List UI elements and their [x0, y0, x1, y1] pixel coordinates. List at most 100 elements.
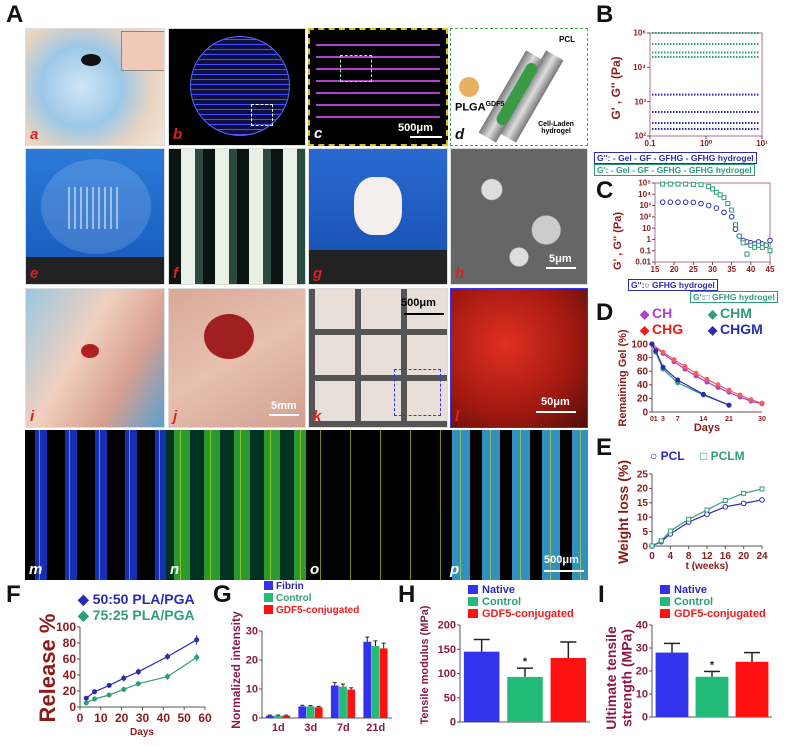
y-tick-label: 0 — [252, 713, 258, 725]
image-red-fluorescence: 50μm l — [450, 288, 588, 428]
data-point-gpp — [698, 200, 704, 207]
image-label: n — [170, 561, 180, 578]
data-point-CHGM — [660, 364, 666, 370]
legend-label: Control — [674, 596, 713, 608]
bar-Control — [306, 706, 315, 718]
image-grid-detail: 500μm c — [308, 28, 448, 146]
data-point-gp — [713, 189, 719, 195]
x-tick-label: 20 — [670, 265, 679, 274]
data-point-gpp — [675, 199, 681, 205]
image-knee-illustration: a — [25, 28, 165, 146]
image-fluorescence-blue: m — [25, 430, 166, 580]
image-label: f — [173, 265, 178, 282]
data-point-CHG — [660, 349, 666, 355]
data-point-CHG — [693, 370, 699, 376]
image-fluorescence-merge: 500μm p — [446, 430, 588, 580]
data-point-gp — [667, 181, 673, 187]
data-point-gpp — [667, 199, 674, 205]
image-fluorescence-green: n — [166, 430, 306, 580]
y-axis-label: G' , G'' (Pa) — [609, 56, 623, 119]
legend-label: Fibrin — [276, 581, 304, 592]
y-axis-label: Weight loss (%) — [615, 460, 631, 564]
x-tick-label: 0 — [650, 416, 654, 423]
data-point-gpp — [682, 199, 689, 205]
scale-bar-label: 500μm — [401, 297, 436, 309]
x-tick-label: 50 — [177, 711, 191, 725]
x-tick-label: 0 — [649, 551, 655, 562]
legend-swatch — [660, 597, 670, 606]
y-tick-label: 20 — [637, 484, 649, 495]
y-tick-label: 20 — [636, 666, 648, 678]
legend-label: CHM — [720, 305, 752, 321]
x-axis-label: Days — [694, 422, 720, 434]
data-point-CHG — [737, 392, 743, 398]
scale-bar-label: 5μm — [549, 253, 572, 265]
data-point-gp — [740, 240, 746, 246]
bar-Control — [695, 676, 729, 717]
data-point-PCLM — [722, 497, 728, 503]
data-point-PCLM — [741, 490, 747, 496]
x-tick-label: 21d — [366, 722, 385, 734]
image-label: k — [313, 408, 322, 425]
bar-Control — [507, 676, 543, 722]
x-tick-label: 40 — [746, 265, 755, 274]
data-point-gp — [744, 251, 750, 257]
panel-letter-h: H — [398, 581, 416, 608]
data-point-CHGM — [649, 341, 655, 347]
y-tick-label: 20 — [637, 394, 649, 405]
x-tick-label: 30 — [708, 265, 717, 274]
y-tick-label: 0 — [450, 717, 456, 729]
y-axis-label-line: Ultimate tensile — [603, 626, 619, 730]
legend-label: GDF5-conjugated — [482, 608, 574, 620]
data-point-gp — [767, 248, 773, 254]
y-tick-label: 0.01 — [635, 258, 651, 267]
data-point-gp — [725, 201, 731, 207]
series-line-PCL — [651, 499, 763, 547]
y-tick-label: 60 — [637, 367, 649, 378]
label-plga-sup: GDF5 — [485, 101, 505, 108]
x-tick-label: 35 — [727, 265, 736, 274]
legend-b-entry: - GFHG hydrogel — [683, 165, 752, 175]
y-tick-label: 0.1 — [640, 246, 652, 255]
y-tick-label: 30 — [246, 626, 258, 638]
image-fiber-microscopy: f — [168, 148, 306, 285]
data-point — [92, 696, 98, 702]
y-tick-label: 100 — [631, 339, 648, 350]
legend-entry-pcl: ○ PCL — [650, 449, 685, 463]
panel-letter-d: D — [596, 299, 614, 326]
x-tick-label: 0.1 — [644, 139, 656, 148]
data-point-PCLM — [704, 507, 710, 513]
image-label: o — [310, 561, 320, 578]
y-tick-label: 5 — [642, 527, 648, 538]
y-axis-label: G' , G'' (Pa) — [612, 212, 624, 270]
legend-marker: ◆ — [707, 323, 718, 337]
y-tick-label: 10 — [636, 689, 648, 701]
data-point-gpp — [728, 214, 735, 220]
data-point-gpp — [659, 199, 666, 205]
scale-bar-label: 5mm — [271, 400, 297, 412]
data-point — [83, 700, 89, 706]
series-line-PCLM — [651, 488, 763, 547]
data-point-gp — [675, 181, 681, 187]
legend-b-entry: - GFHG hydrogel — [685, 153, 754, 163]
y-tick-label: 10² — [634, 132, 646, 141]
x-tick-label: 14 — [699, 416, 707, 423]
legend-b-entry: - GFHG — [653, 153, 684, 163]
legend-label: GDF5-conjugated — [674, 608, 766, 620]
y-tick-label: 80 — [637, 353, 649, 364]
data-point-PCL — [704, 511, 710, 518]
x-tick-label: 10⁰ — [700, 139, 713, 148]
y-tick-label: 25 — [637, 469, 649, 480]
legend-swatch — [264, 581, 273, 590]
image-scaffold-photo: e — [25, 148, 165, 285]
series-line — [85, 656, 197, 704]
y-tick-label: 0 — [642, 541, 648, 552]
data-point — [121, 675, 127, 681]
image-fluorescence-dark: o — [306, 430, 446, 580]
legend-label: GDF5-conjugated — [276, 605, 359, 616]
legend-swatch — [264, 593, 273, 602]
bar-Fibrin — [363, 641, 372, 718]
bar-Native — [655, 652, 689, 717]
data-point — [165, 654, 170, 660]
significance-mark: * — [710, 659, 715, 671]
